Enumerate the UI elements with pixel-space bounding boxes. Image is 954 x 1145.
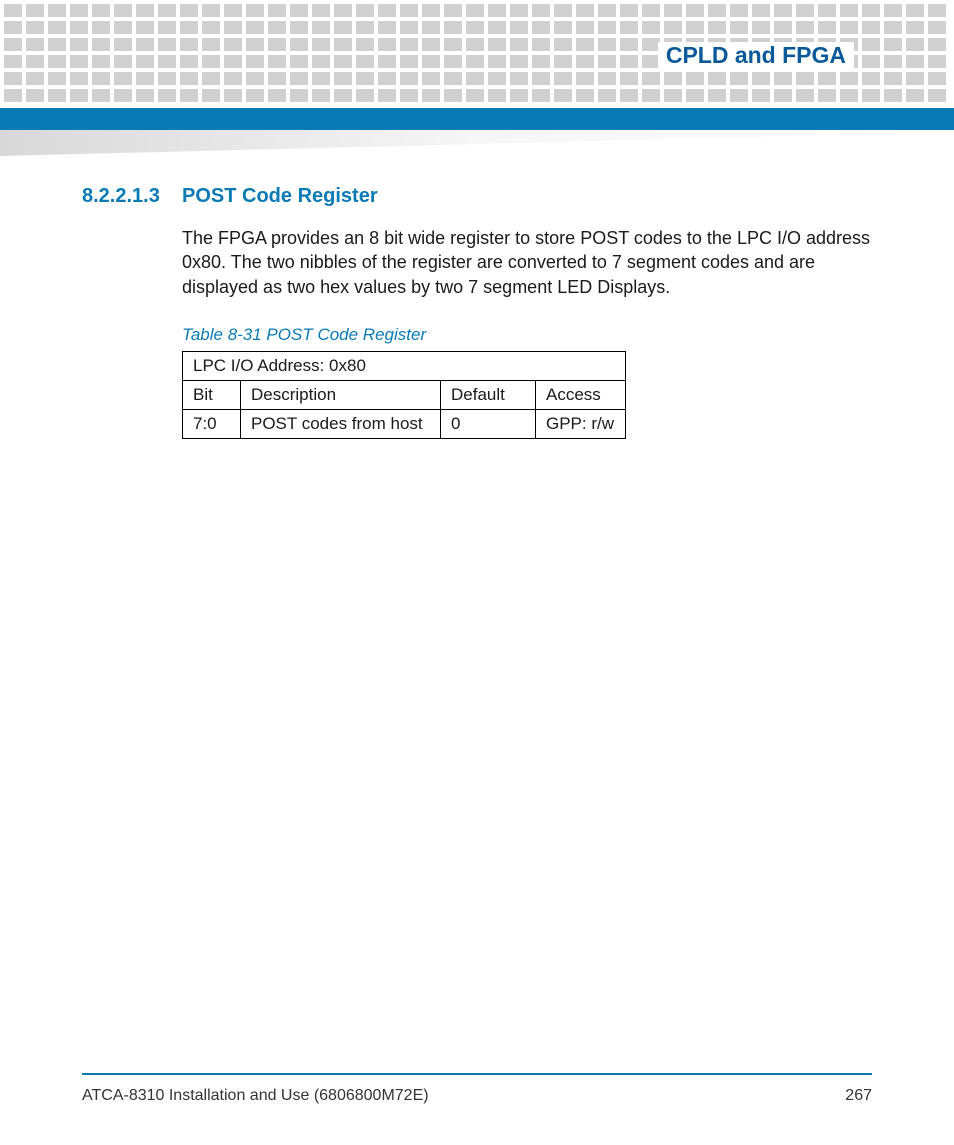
cell-default: 0: [441, 409, 536, 438]
register-table: LPC I/O Address: 0x80 Bit Description De…: [182, 351, 626, 439]
page: CPLD and FPGA 8.2.2.1.3 POST Code Regist…: [0, 0, 954, 1145]
footer-rule: [82, 1073, 872, 1075]
section-heading: 8.2.2.1.3 POST Code Register: [82, 185, 882, 208]
header-blue-bar: [0, 108, 954, 130]
table-header-row: Bit Description Default Access: [183, 380, 626, 409]
table-col-bit: Bit: [183, 380, 241, 409]
chapter-title: CPLD and FPGA: [658, 42, 854, 69]
content-area: 8.2.2.1.3 POST Code Register The FPGA pr…: [82, 185, 882, 439]
footer-page-number: 267: [845, 1087, 872, 1105]
table-col-default: Default: [441, 380, 536, 409]
section-number: 8.2.2.1.3: [82, 185, 164, 208]
table-address-row: LPC I/O Address: 0x80: [183, 351, 626, 380]
table-row: 7:0 POST codes from host 0 GPP: r/w: [183, 409, 626, 438]
table-caption: Table 8-31 POST Code Register: [182, 325, 882, 345]
table-address-cell: LPC I/O Address: 0x80: [183, 351, 626, 380]
footer: ATCA-8310 Installation and Use (6806800M…: [82, 1087, 872, 1105]
cell-bit: 7:0: [183, 409, 241, 438]
footer-doc-title: ATCA-8310 Installation and Use (6806800M…: [82, 1087, 429, 1105]
table-col-desc: Description: [241, 380, 441, 409]
cell-access: GPP: r/w: [536, 409, 626, 438]
cell-desc: POST codes from host: [241, 409, 441, 438]
header-wedge: [0, 130, 954, 156]
table-col-access: Access: [536, 380, 626, 409]
section-title: POST Code Register: [182, 185, 378, 208]
section-paragraph: The FPGA provides an 8 bit wide register…: [182, 226, 882, 299]
